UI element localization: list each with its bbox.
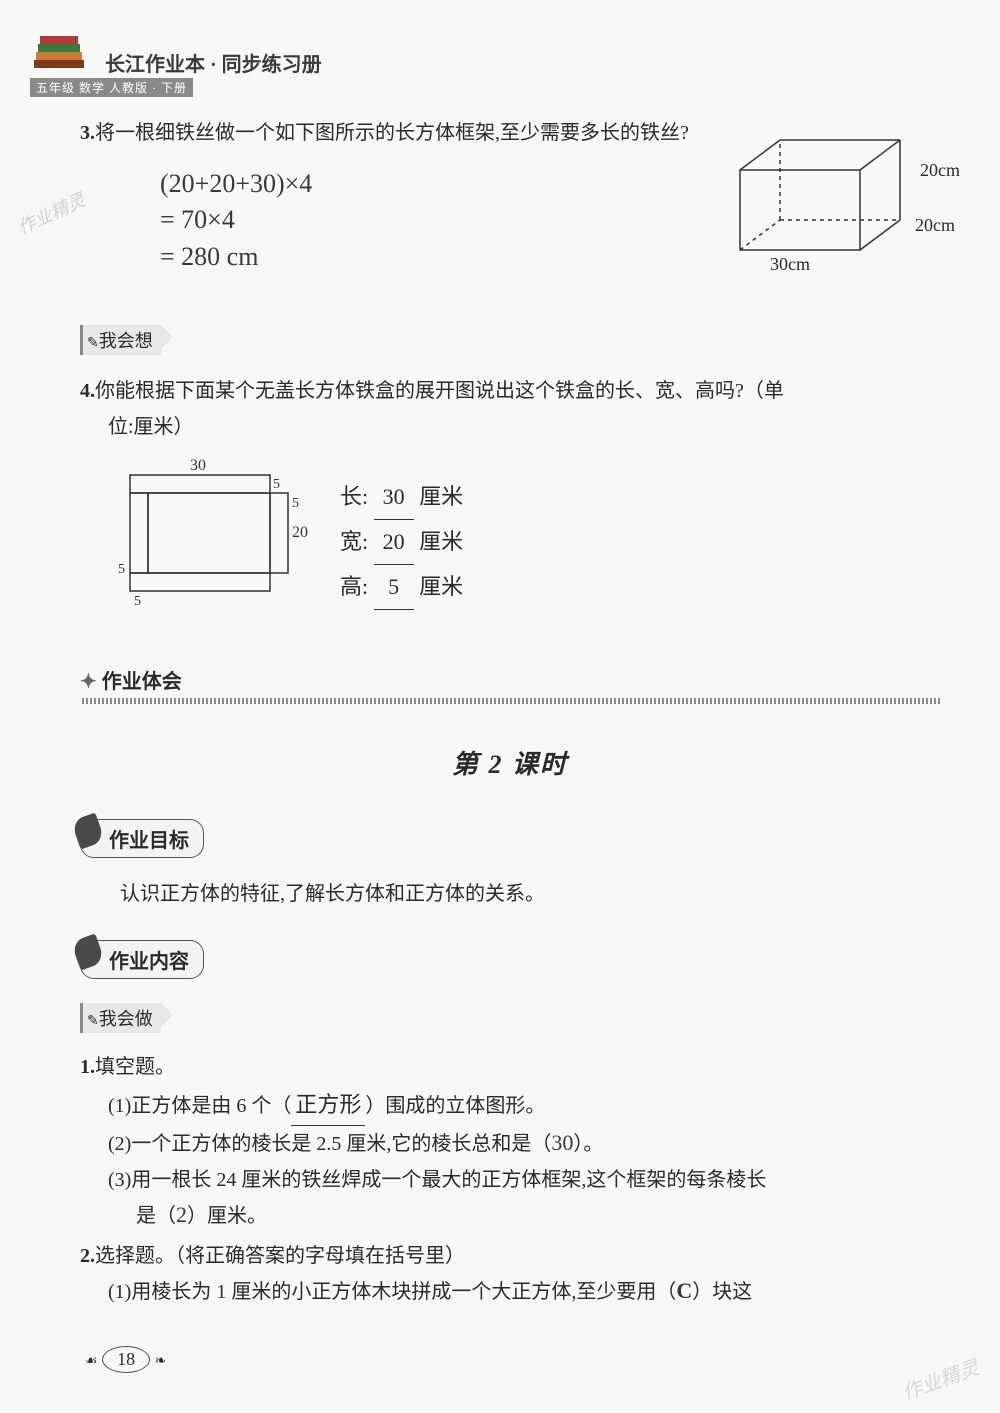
q4-number: 4. (80, 380, 95, 402)
q3-text: 将一根细铁丝做一个如下图所示的长方体框架,至少需要多长的铁丝? (95, 122, 689, 144)
section-think-tag: ✎我会想 (80, 325, 161, 355)
q4-width-answer: 20 (374, 520, 414, 565)
page-header: 长江作业本 · 同步练习册 五年级 数学 人教版 · 下册 (30, 40, 350, 100)
book-icon (30, 30, 90, 80)
q4-diagram-row: 30 5 5 20 5 5 长: 30 厘米 宽: 20 厘米 高: 5 (80, 455, 940, 625)
q2p1-b: ）块这 (692, 1281, 752, 1303)
section-content-tag: 作业内容 (80, 940, 204, 979)
question-2: 2.选择题。（将正确答案的字母填在括号里） (1)用棱长为 1 厘米的小正方体木… (80, 1238, 940, 1310)
section-goal-label: 作业目标 (109, 830, 189, 852)
net-diagram: 30 5 5 20 5 5 (110, 455, 310, 615)
section-content-label: 作业内容 (109, 951, 189, 973)
section-experience: ✦ 作业体会 (80, 671, 182, 693)
q1p3-b: 是（ (136, 1205, 176, 1227)
section-do-label: 我会做 (99, 1009, 153, 1029)
svg-text:30: 30 (190, 457, 206, 474)
goal-text: 认识正方体的特征,了解长方体和正方体的关系。 (80, 876, 940, 912)
page-content: 3.将一根细铁丝做一个如下图所示的长方体框架,至少需要多长的铁丝? (20+20… (80, 115, 940, 1310)
q1p1-b: ）围成的立体图形。 (365, 1095, 545, 1117)
q3-work-line3: = 280 cm (160, 239, 940, 275)
q4-height-label: 高: (340, 574, 368, 599)
svg-text:5: 5 (134, 594, 141, 609)
q4-text-b: 位:厘米） (80, 409, 940, 445)
svg-text:20: 20 (292, 524, 308, 541)
q1p1-answer: 正方形 (291, 1085, 365, 1126)
q2-number: 2. (80, 1245, 95, 1267)
section-think-label: 我会想 (99, 331, 153, 351)
q1p3-a: (3)用一根长 24 厘米的铁丝焊成一个最大的正方体框架,这个框架的每条棱长 (108, 1169, 766, 1191)
q1p2-answer: 30 (551, 1130, 573, 1155)
lesson-title: 第 2 课时 (80, 744, 940, 781)
q4-length-unit: 厘米 (419, 484, 463, 509)
q1p2-a: (2)一个正方体的棱长是 2.5 厘米,它的棱长总和是（ (108, 1133, 551, 1155)
section-experience-label: 作业体会 (102, 671, 182, 693)
page-number-value: 18 (102, 1346, 150, 1373)
question-4: 4.你能根据下面某个无盖长方体铁盒的展开图说出这个铁盒的长、宽、高吗?（单 位:… (80, 373, 940, 445)
watermark-right: 作业精灵 (897, 1351, 982, 1406)
watermark-left: 作业精灵 (13, 186, 89, 240)
svg-text:5: 5 (292, 496, 299, 511)
q1p2-b: ）。 (573, 1133, 603, 1155)
q2p1-answer: C (676, 1278, 692, 1303)
q1p1-a: (1)正方体是由 6 个（ (108, 1095, 291, 1117)
svg-text:5: 5 (118, 562, 125, 577)
q3-working: (20+20+30)×4 = 70×4 = 280 cm (160, 166, 940, 275)
q4-text-a: 你能根据下面某个无盖长方体铁盒的展开图说出这个铁盒的长、宽、高吗?（单 (95, 380, 784, 402)
q1p3-c: ）厘米。 (187, 1205, 267, 1227)
svg-text:5: 5 (273, 477, 280, 492)
q4-width-label: 宽: (340, 529, 368, 554)
q1-number: 1. (80, 1056, 95, 1078)
q3-number: 3. (80, 122, 95, 144)
section-do-tag: ✎我会做 (80, 1003, 161, 1033)
section-goal-tag: 作业目标 (80, 819, 204, 858)
q2p1-a: (1)用棱长为 1 厘米的小正方体木块拼成一个大正方体,至少要用（ (108, 1281, 676, 1303)
question-3: 3.将一根细铁丝做一个如下图所示的长方体框架,至少需要多长的铁丝? (80, 115, 940, 151)
q4-answers: 长: 30 厘米 宽: 20 厘米 高: 5 厘米 (340, 475, 463, 610)
q4-height-unit: 厘米 (419, 574, 463, 599)
q1p3-answer: 2 (176, 1202, 187, 1227)
header-title: 长江作业本 · 同步练习册 (105, 48, 322, 77)
q3-work-line1: (20+20+30)×4 (160, 166, 940, 202)
q3-work-line2: = 70×4 (160, 202, 940, 238)
q1-title: 填空题。 (95, 1056, 175, 1078)
q4-height-answer: 5 (374, 565, 414, 610)
page-number: ☙ 18 ❧ (85, 1346, 166, 1373)
q2-title: 选择题。（将正确答案的字母填在括号里） (95, 1245, 465, 1267)
question-1: 1.填空题。 (1)正方体是由 6 个（正方形）围成的立体图形。 (2)一个正方… (80, 1049, 940, 1234)
q4-width-unit: 厘米 (419, 529, 463, 554)
header-subtitle: 五年级 数学 人教版 · 下册 (30, 78, 193, 97)
q4-length-answer: 30 (374, 475, 414, 520)
wavy-divider (80, 698, 940, 704)
q4-length-label: 长: (340, 484, 368, 509)
